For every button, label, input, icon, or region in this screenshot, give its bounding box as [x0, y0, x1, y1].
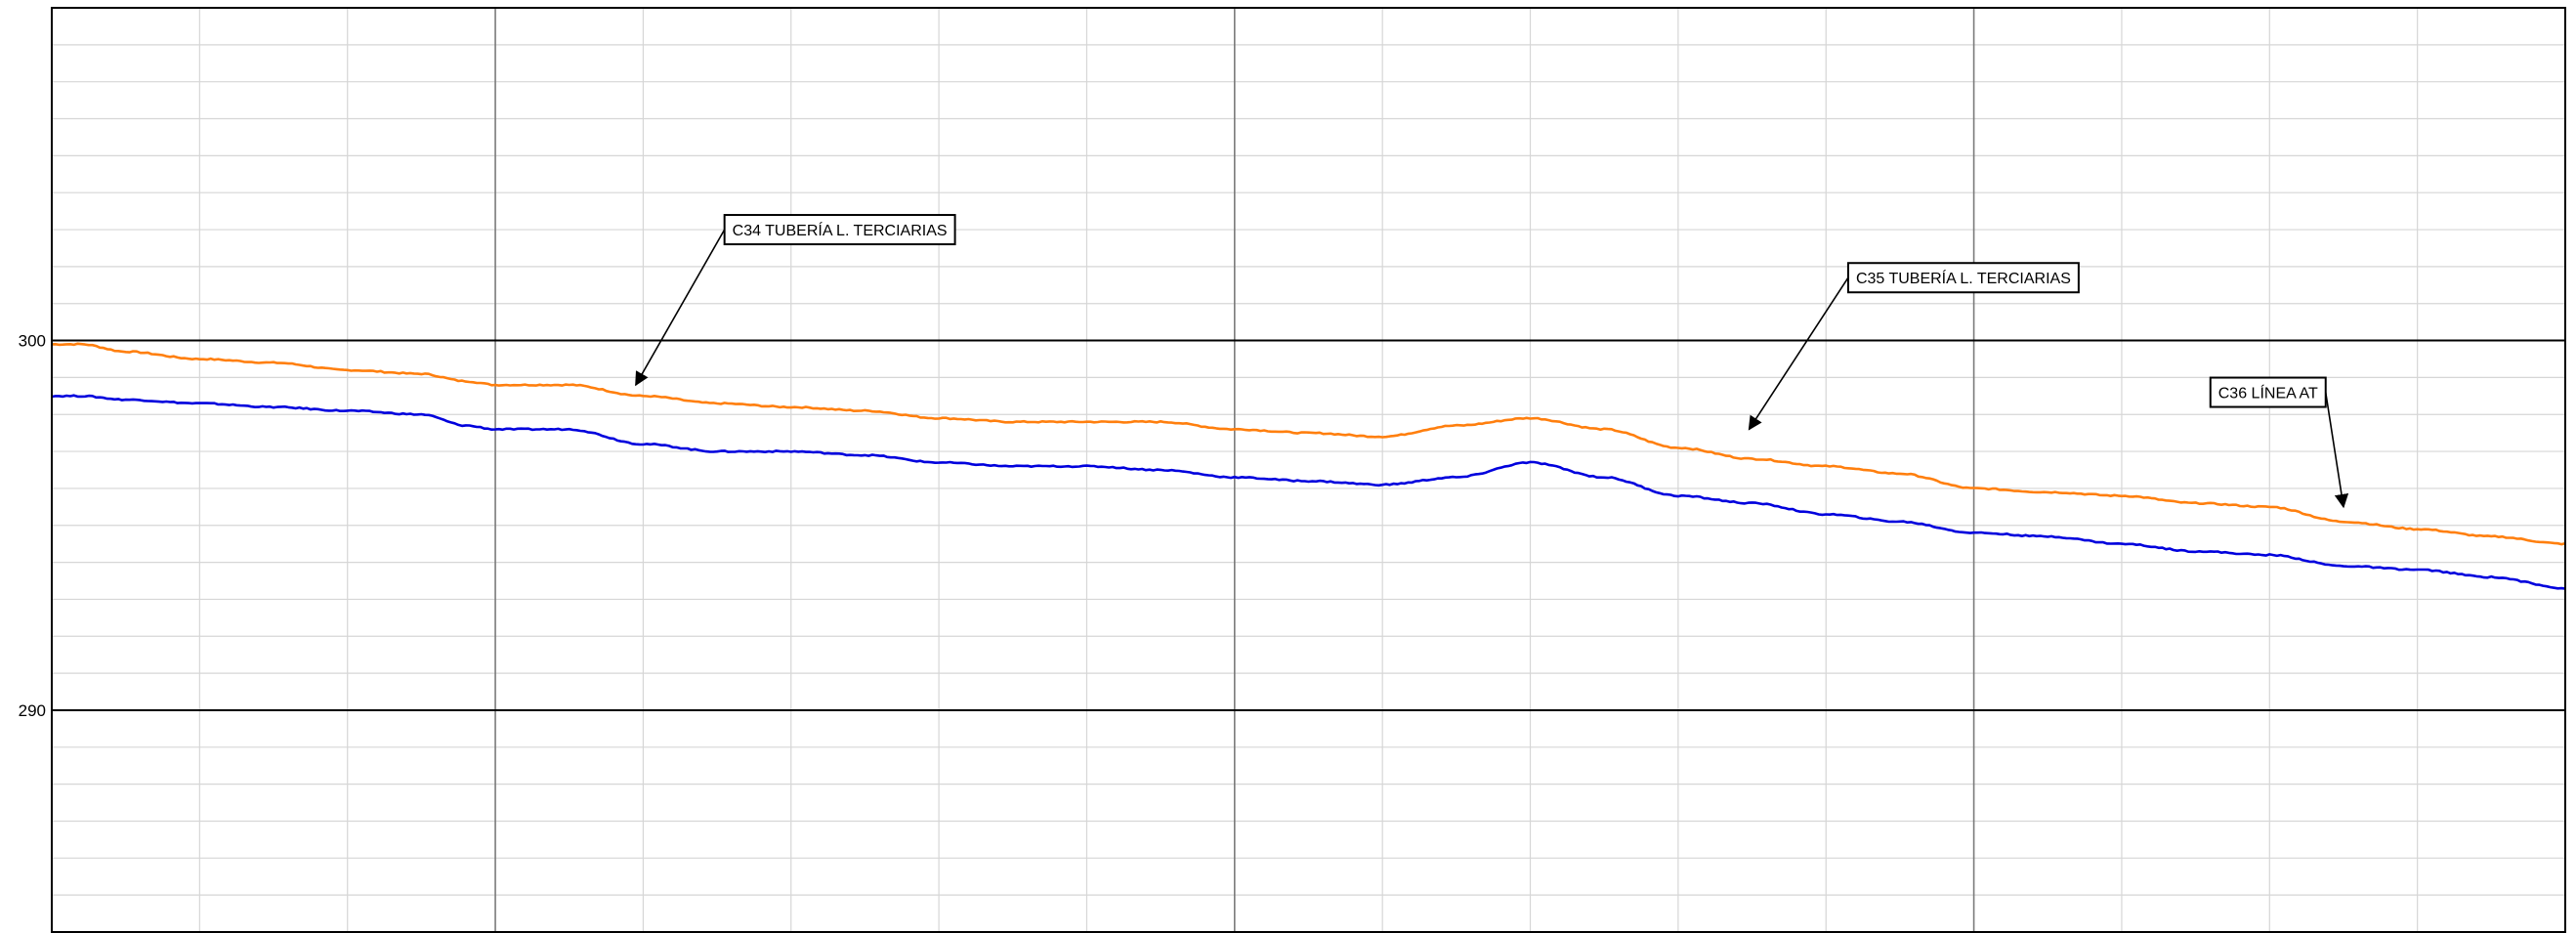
- plot-frame: [51, 7, 2566, 933]
- callout-leader: [1748, 276, 1849, 431]
- callout-leader: [2324, 392, 2349, 509]
- callout-label: C35 TUBERÍA L. TERCIARIAS: [1856, 269, 2071, 287]
- minor-gridlines: [52, 7, 2565, 933]
- major-gridlines: [52, 8, 2565, 932]
- series-layer: [51, 342, 2566, 590]
- callout-label: C36 LÍNEA AT: [2218, 384, 2318, 403]
- y-tick-labels: 300 290: [19, 332, 46, 720]
- series-line-2: [51, 394, 2566, 590]
- callout-box: [2209, 376, 2327, 408]
- y-tick-label: 300: [19, 332, 46, 351]
- series-line-1: [51, 342, 2566, 546]
- annotation-layer: C34 TUBERÍA L. TERCIARIAS C35 TUBERÍA L. …: [635, 214, 2349, 509]
- y-tick-label: 290: [19, 701, 46, 720]
- callout-leader: [635, 229, 726, 387]
- callout-label: C34 TUBERÍA L. TERCIARIAS: [733, 221, 948, 239]
- callout-2: C35 TUBERÍA L. TERCIARIAS: [1748, 262, 2080, 431]
- callout-3: C36 LÍNEA AT: [2209, 376, 2349, 509]
- callout-1: C34 TUBERÍA L. TERCIARIAS: [635, 214, 956, 387]
